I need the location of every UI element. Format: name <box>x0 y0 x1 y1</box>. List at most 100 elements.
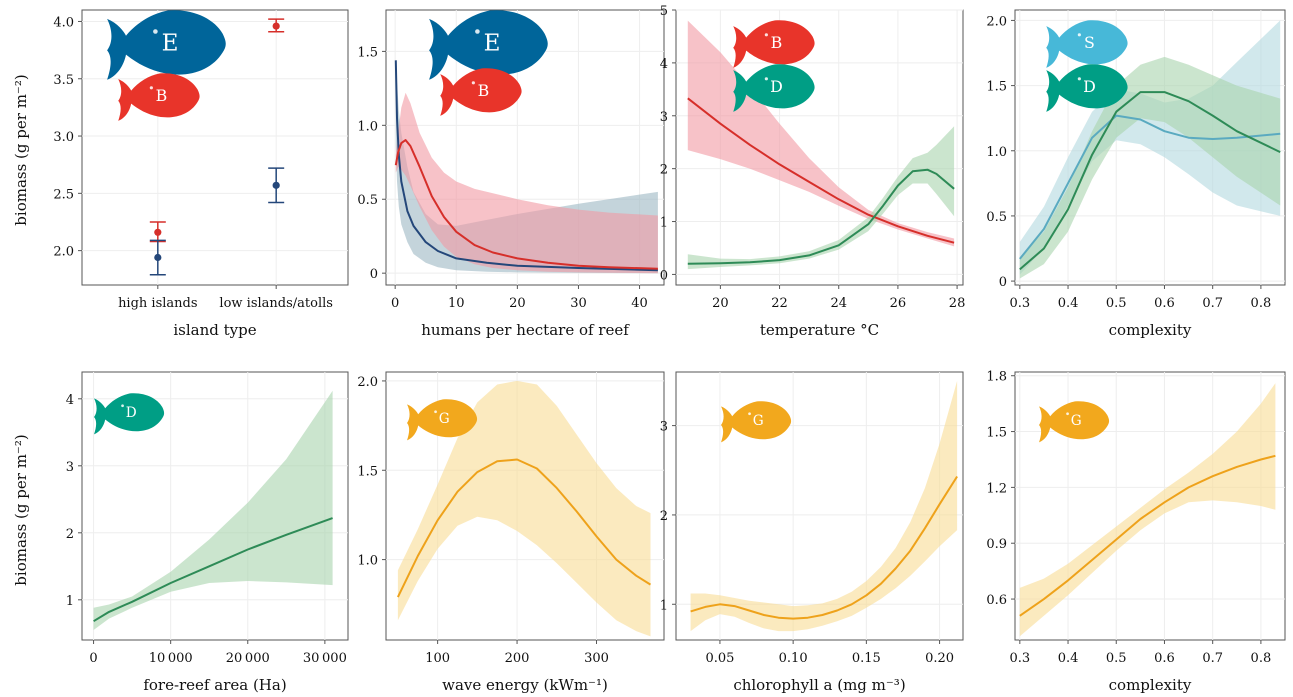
fit-line <box>1019 454 1276 617</box>
x-axis-label: wave energy (kWm⁻¹) <box>442 676 608 694</box>
x-tick-label: 0.8 <box>1251 651 1272 666</box>
x-tick-label: 0.5 <box>1106 296 1127 311</box>
y-tick-label: 1.8 <box>986 370 1007 385</box>
data-point <box>154 228 162 236</box>
x-tick-label: 20 000 <box>226 651 270 666</box>
fish-letter: D <box>770 77 783 96</box>
x-tick-label: 30 <box>570 296 587 311</box>
plot-content <box>396 380 652 637</box>
fish-icon: S <box>1046 20 1128 68</box>
y-tick-label: 1.5 <box>357 464 378 479</box>
y-tick-label: 1 <box>66 594 74 609</box>
x-tick-label: 0.3 <box>1009 296 1030 311</box>
ylabel-top: biomass (g per m⁻²) <box>12 74 30 225</box>
x-tick-label: 22 <box>771 296 788 311</box>
plot-content <box>93 390 333 630</box>
y-tick-label: 0.6 <box>986 593 1007 608</box>
panel-p1: high islands low islands/atolls 2.0 2.5 3.0 3… <box>53 9 349 339</box>
y-tick-label: 5 <box>660 4 668 19</box>
fit-line <box>687 168 955 265</box>
fish-icon: D <box>733 64 815 112</box>
fish-letter: B <box>771 33 783 52</box>
x-axis-label: temperature °C <box>760 321 879 339</box>
x-tick-label: 10 000 <box>149 651 193 666</box>
x-tick-label: 300 <box>584 651 609 666</box>
x-tick-label: 0.6 <box>1154 296 1175 311</box>
ylabel-bottom: biomass (g per m⁻²) <box>12 434 30 585</box>
data-point <box>272 181 280 189</box>
fish-eye <box>1066 412 1069 416</box>
y-tick-label: 2.5 <box>53 187 74 202</box>
y-tick-label: 2.0 <box>53 245 74 260</box>
y-tick-label: 3.0 <box>53 130 74 145</box>
plot-content <box>690 380 958 632</box>
data-point <box>154 253 162 262</box>
confidence-band <box>395 92 658 274</box>
panel-p7: 0.05 0.10 0.15 0.20 1 2 3 chlorophyll a (mg m⁻³… <box>660 371 964 694</box>
plot-content <box>687 20 955 270</box>
fit-line <box>1019 114 1281 260</box>
y-tick-label: 1.5 <box>986 426 1007 441</box>
x-tick-label: 0 <box>391 296 399 311</box>
x-tick-label: 0 <box>89 651 97 666</box>
fish-letter: G <box>753 413 764 429</box>
x-axis-label: complexity <box>1109 676 1192 694</box>
fish-eye <box>149 86 153 90</box>
fit-line <box>394 60 658 272</box>
y-tick-label: 0 <box>660 268 668 283</box>
x-axis-label: chlorophyll a (mg m⁻³) <box>733 676 905 694</box>
x-tick-label: 26 <box>890 296 907 311</box>
y-tick-label: 3.5 <box>53 73 74 88</box>
x-tick-label: 0.7 <box>1202 296 1223 311</box>
y-tick-label: 1.0 <box>357 554 378 569</box>
y-tick-label: 4.0 <box>53 15 74 30</box>
y-tick-label: 2 <box>660 509 668 524</box>
x-axis-label: complexity <box>1109 321 1192 339</box>
fish-icon: D <box>94 393 165 435</box>
confidence-band <box>397 380 651 637</box>
x-tick-label: 200 <box>505 651 530 666</box>
fish-letter: G <box>1071 413 1082 429</box>
panel-p8: 0.3 0.4 0.5 0.6 0.7 0.8 0.6 0.9 1.2 1.5 1.8 complex… <box>986 370 1286 694</box>
fish-icon: B <box>733 20 815 68</box>
fish-eye <box>764 33 768 37</box>
panel-p3: 20 22 24 26 28 0 1 2 3 4 5 temperature °C B D <box>660 4 966 339</box>
confidence-band <box>1019 56 1281 279</box>
y-tick-label: 1.0 <box>986 145 1007 160</box>
fit-line <box>1019 91 1281 271</box>
fish-eye <box>1077 77 1081 81</box>
x-tick-label: 28 <box>949 296 966 311</box>
x-tick-label: 24 <box>830 296 847 311</box>
fish-letter: E <box>484 30 501 56</box>
x-tick-label: 0.7 <box>1202 651 1223 666</box>
fish-letter: B <box>478 81 490 100</box>
panel-p4: 0.3 0.4 0.5 0.6 0.7 0.8 0 0.5 1.0 1.5 2.0 complexit… <box>986 9 1286 339</box>
fish-eye <box>1077 33 1081 37</box>
fish-eye <box>153 29 158 34</box>
fish-icon: E <box>107 10 226 80</box>
x-tick-label: 0.3 <box>1009 651 1030 666</box>
x-tick-label: 30 000 <box>303 651 347 666</box>
fish-icon: B <box>118 73 200 121</box>
fit-line <box>396 458 652 598</box>
y-tick-label: 0.5 <box>357 193 378 208</box>
y-tick-label: 1.5 <box>357 45 378 60</box>
fish-icon: G <box>407 399 478 441</box>
y-tick-label: 3 <box>660 420 668 435</box>
fish-icon: G <box>1039 401 1110 443</box>
x-tick-label: 0.6 <box>1154 651 1175 666</box>
fish-letter: S <box>1084 33 1095 52</box>
fit-line <box>690 475 958 620</box>
fish-icon: G <box>721 401 792 443</box>
x-tick-label: high islands <box>118 296 197 311</box>
fish-eye <box>748 412 751 416</box>
fish-icon: D <box>1046 64 1128 112</box>
x-tick-label: 20 <box>509 296 526 311</box>
x-tick-label: 40 <box>631 296 648 311</box>
confidence-band <box>690 380 958 632</box>
x-axis-label: fore-reef area (Ha) <box>143 676 286 694</box>
y-tick-label: 4 <box>66 393 74 408</box>
plot-content <box>1019 383 1276 637</box>
